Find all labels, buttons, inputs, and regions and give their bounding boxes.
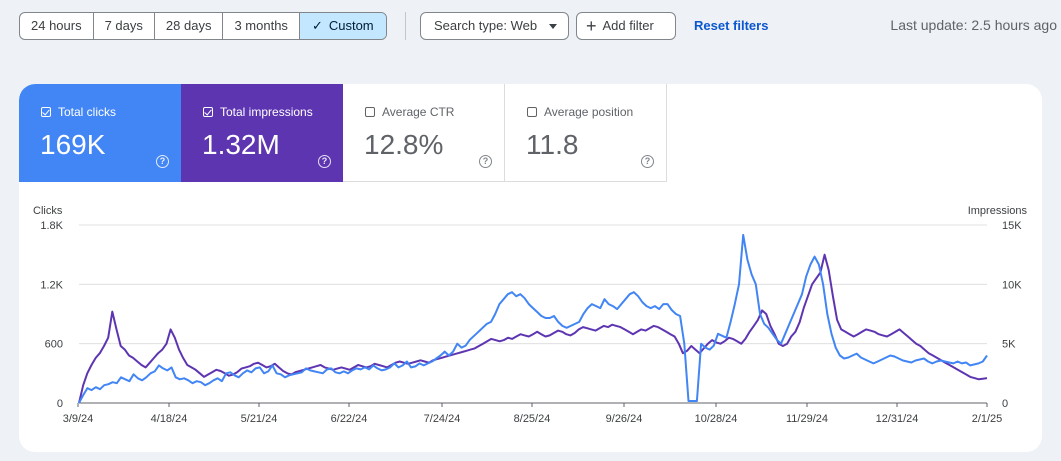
metric-average-ctr[interactable]: Average CTR 12.8% ? — [343, 84, 505, 182]
performance-card: Total clicks 169K ? Total impressions 1.… — [19, 84, 1042, 452]
reset-filters-link[interactable]: Reset filters — [694, 18, 769, 33]
last-update-text: Last update: 2.5 hours ago — [890, 17, 1057, 33]
right-axis-title: Impressions — [968, 205, 1028, 217]
metric-average-position[interactable]: Average position 11.8 ? — [505, 84, 667, 182]
metric-label: Average position — [544, 105, 634, 119]
left-tick-label: 1.8K — [40, 220, 63, 232]
x-tick-label: 5/21/24 — [241, 413, 278, 425]
date-range-28-days[interactable]: 28 days — [155, 13, 224, 39]
left-tick-label: 600 — [45, 339, 63, 351]
right-tick-label: 10K — [1002, 279, 1022, 291]
date-range-custom[interactable]: ✓ Custom — [299, 13, 386, 39]
x-tick-label: 3/9/24 — [63, 413, 94, 425]
add-filter-label: Add filter — [602, 18, 654, 33]
checkbox-checked-icon[interactable] — [41, 107, 51, 117]
left-tick-label: 1.2K — [40, 279, 63, 291]
left-tick-label: 0 — [57, 398, 63, 410]
help-icon[interactable]: ? — [641, 155, 654, 168]
checkbox-unchecked-icon[interactable] — [527, 107, 537, 117]
x-tick-label: 7/24/24 — [424, 413, 461, 425]
help-icon[interactable]: ? — [479, 155, 492, 168]
add-filter-button[interactable]: + Add filter — [576, 12, 676, 40]
metric-total-clicks[interactable]: Total clicks 169K ? — [19, 84, 181, 182]
caret-down-icon — [549, 24, 557, 29]
date-range-custom-label: Custom — [328, 18, 374, 33]
x-tick-label: 4/18/24 — [151, 413, 188, 425]
right-tick-label: 5K — [1002, 339, 1016, 351]
metric-label: Total clicks — [58, 105, 117, 119]
toolbar: 24 hours 7 days 28 days 3 months ✓ Custom… — [0, 0, 1061, 52]
date-range-selector: 24 hours 7 days 28 days 3 months ✓ Custom — [19, 12, 387, 40]
metric-total-impressions[interactable]: Total impressions 1.32M ? — [181, 84, 343, 182]
chart-svg: Clicks Impressions 1.8K 1.2K 600 0 15K 10K 5K… — [33, 205, 1028, 425]
x-tick-label: 12/31/24 — [876, 413, 919, 425]
search-type-dropdown[interactable]: Search type: Web — [420, 12, 569, 40]
plus-icon: + — [586, 16, 597, 36]
performance-chart: Clicks Impressions 1.8K 1.2K 600 0 15K 10K 5K… — [19, 194, 1042, 452]
help-icon[interactable]: ? — [156, 155, 169, 168]
search-type-label: Search type: Web — [434, 18, 538, 33]
right-tick-label: 0 — [1002, 398, 1008, 410]
checkbox-checked-icon[interactable] — [203, 107, 213, 117]
x-tick-label: 11/29/24 — [786, 413, 828, 425]
x-tick-label: 10/28/24 — [695, 413, 738, 425]
divider — [405, 12, 406, 40]
date-range-3-months[interactable]: 3 months — [223, 13, 300, 39]
help-icon[interactable]: ? — [318, 155, 331, 168]
x-tick-label: 2/1/25 — [972, 413, 1003, 425]
checkbox-unchecked-icon[interactable] — [365, 107, 375, 117]
left-axis-title: Clicks — [33, 205, 63, 217]
metric-label: Total impressions — [220, 105, 313, 119]
x-tick-label: 6/22/24 — [331, 413, 368, 425]
metric-value: 169K — [40, 129, 106, 160]
clicks-series-line — [78, 233, 988, 404]
check-icon: ✓ — [311, 18, 323, 33]
metric-value: 1.32M — [202, 129, 280, 160]
metric-value: 12.8% — [364, 129, 444, 160]
metric-label: Average CTR — [382, 105, 455, 119]
x-tick-label: 8/25/24 — [514, 413, 551, 425]
right-tick-label: 15K — [1002, 220, 1022, 232]
impressions-series-line — [78, 253, 988, 404]
date-range-7-days[interactable]: 7 days — [94, 13, 155, 39]
x-tick-label: 9/26/24 — [606, 413, 643, 425]
metric-value: 11.8 — [526, 129, 579, 160]
date-range-24-hours[interactable]: 24 hours — [20, 13, 94, 39]
